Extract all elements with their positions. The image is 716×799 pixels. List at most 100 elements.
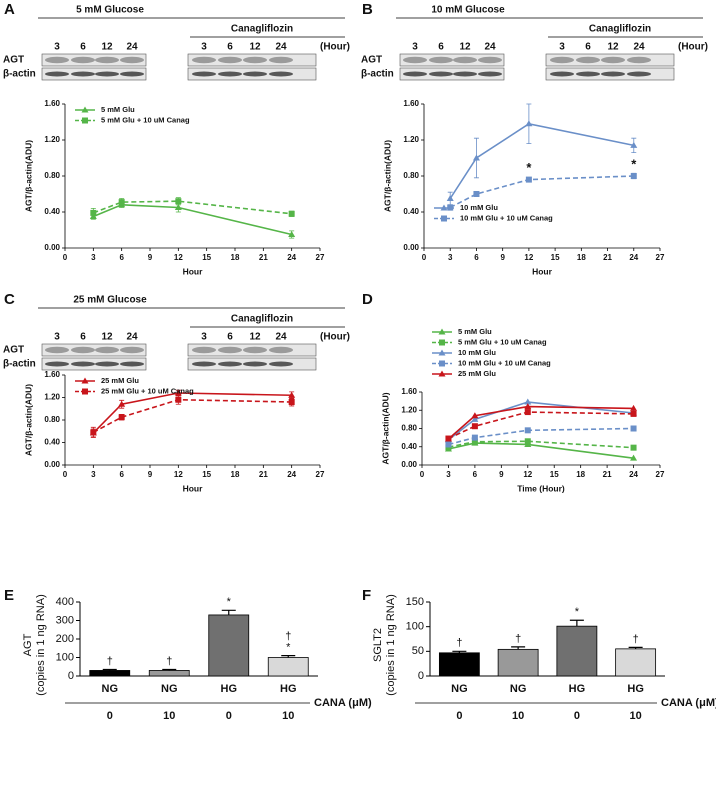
x-tick-label: 24: [287, 253, 296, 262]
x-tick-label: 21: [603, 253, 612, 262]
blot-band: [71, 56, 95, 64]
x-tick-label: 6: [119, 253, 124, 262]
blot-band: [192, 346, 216, 354]
bar: [267, 657, 309, 677]
point-marker: [90, 429, 97, 436]
panel-letter: C: [4, 291, 15, 308]
treatment-label: Canagliflozin: [589, 24, 651, 35]
unit-label: (Hour): [320, 332, 350, 343]
point-marker: [118, 400, 126, 407]
y-tick-label: 200: [56, 633, 74, 645]
y-tick-label: 0.40: [44, 438, 60, 447]
y-tick-label: 0.00: [44, 243, 60, 252]
lane-label: 6: [227, 42, 233, 53]
blot-band: [45, 71, 69, 77]
blot-row-label: β-actin: [3, 359, 36, 370]
x-tick-label: 15: [550, 470, 559, 479]
significance-mark: †: [456, 637, 462, 649]
significance-mark: †: [633, 633, 639, 645]
blot-band: [403, 71, 427, 77]
blot-row-label: AGT: [3, 55, 24, 66]
blot-band: [478, 56, 502, 64]
lane-label: 12: [459, 42, 471, 53]
blot-band: [120, 71, 144, 77]
series-line: [93, 200, 292, 215]
bar: [438, 652, 480, 677]
dose-label: 0: [574, 710, 580, 722]
blot-band: [453, 56, 477, 64]
x-tick-label: 3: [91, 253, 96, 262]
lane-label: 3: [54, 332, 60, 343]
y-tick-label: 1.60: [403, 99, 419, 108]
series-line: [92, 398, 292, 434]
panel-letter: D: [362, 291, 373, 308]
x-tick-label: 24: [629, 470, 638, 479]
series-line: [448, 440, 634, 449]
lane-label: 6: [80, 332, 86, 343]
error-bar: [511, 646, 526, 650]
blot-band: [95, 56, 119, 64]
lane-label: 6: [80, 42, 86, 53]
point-marker: [524, 427, 531, 434]
blot-band: [243, 346, 267, 354]
lane-label: 12: [101, 332, 113, 343]
lane-label: 24: [633, 42, 645, 53]
x-tick-label: 18: [231, 470, 240, 479]
y-tick-label: 0.80: [403, 171, 419, 180]
lane-label: 3: [412, 42, 418, 53]
blot-band: [243, 71, 267, 77]
blot-band: [192, 361, 216, 367]
point-marker: [524, 398, 532, 405]
significance-mark: †: [107, 655, 113, 667]
blot-band: [95, 71, 119, 77]
y-axis-label: SGLT2: [372, 628, 384, 662]
y-tick-label: 1.60: [44, 99, 60, 108]
blot-band: [45, 346, 69, 354]
panel-title: 10 mM Glucose: [431, 5, 505, 16]
panel-letter: E: [4, 587, 14, 604]
legend-marker: [82, 388, 88, 395]
x-axis-label: Time (Hour): [517, 483, 565, 493]
bar: [89, 670, 131, 677]
blot-band: [601, 71, 625, 77]
significance-mark: †: [166, 655, 172, 667]
significance-mark: *: [227, 596, 232, 608]
y-tick-label: 1.20: [44, 393, 60, 402]
blot-row-label: AGT: [361, 55, 382, 66]
point-marker: [174, 389, 182, 396]
bar: [148, 670, 190, 677]
y-tick-label: 0: [68, 670, 74, 682]
y-tick-label: 0.40: [44, 207, 60, 216]
series-line: [448, 442, 634, 459]
point-marker: [630, 454, 638, 461]
y-tick-label: 100: [56, 651, 74, 663]
dose-label: 10: [282, 710, 294, 722]
y-tick-label: 1.20: [401, 405, 417, 414]
y-tick-label: 0.00: [44, 460, 60, 469]
x-tick-label: 18: [576, 470, 585, 479]
x-tick-label: NG: [102, 683, 119, 695]
blot-band: [403, 56, 427, 64]
blot-band: [576, 56, 600, 64]
blot-row-label: β-actin: [361, 69, 394, 80]
point-marker: [288, 231, 296, 237]
panel-letter: A: [4, 1, 15, 18]
legend-label: 5 mM Glu + 10 uM Canag: [101, 115, 190, 124]
y-tick-label: 1.20: [44, 135, 60, 144]
legend-label: 10 mM Glu: [458, 348, 496, 357]
point-marker: [174, 204, 182, 210]
blot-band: [429, 71, 453, 77]
point-marker: [473, 191, 480, 197]
point-marker: [630, 425, 637, 432]
series-line: [92, 392, 292, 434]
blot-band: [601, 56, 625, 64]
y-tick-label: 0.00: [401, 460, 417, 469]
y-axis-label: (copies in 1 ng RNA): [385, 594, 397, 696]
y-tick-label: 0.40: [401, 442, 417, 451]
lane-label: 12: [249, 42, 261, 53]
x-tick-label: 9: [148, 253, 153, 262]
annotation: *: [526, 160, 532, 175]
panel-title: 25 mM Glucose: [73, 295, 147, 306]
point-marker: [524, 403, 532, 410]
